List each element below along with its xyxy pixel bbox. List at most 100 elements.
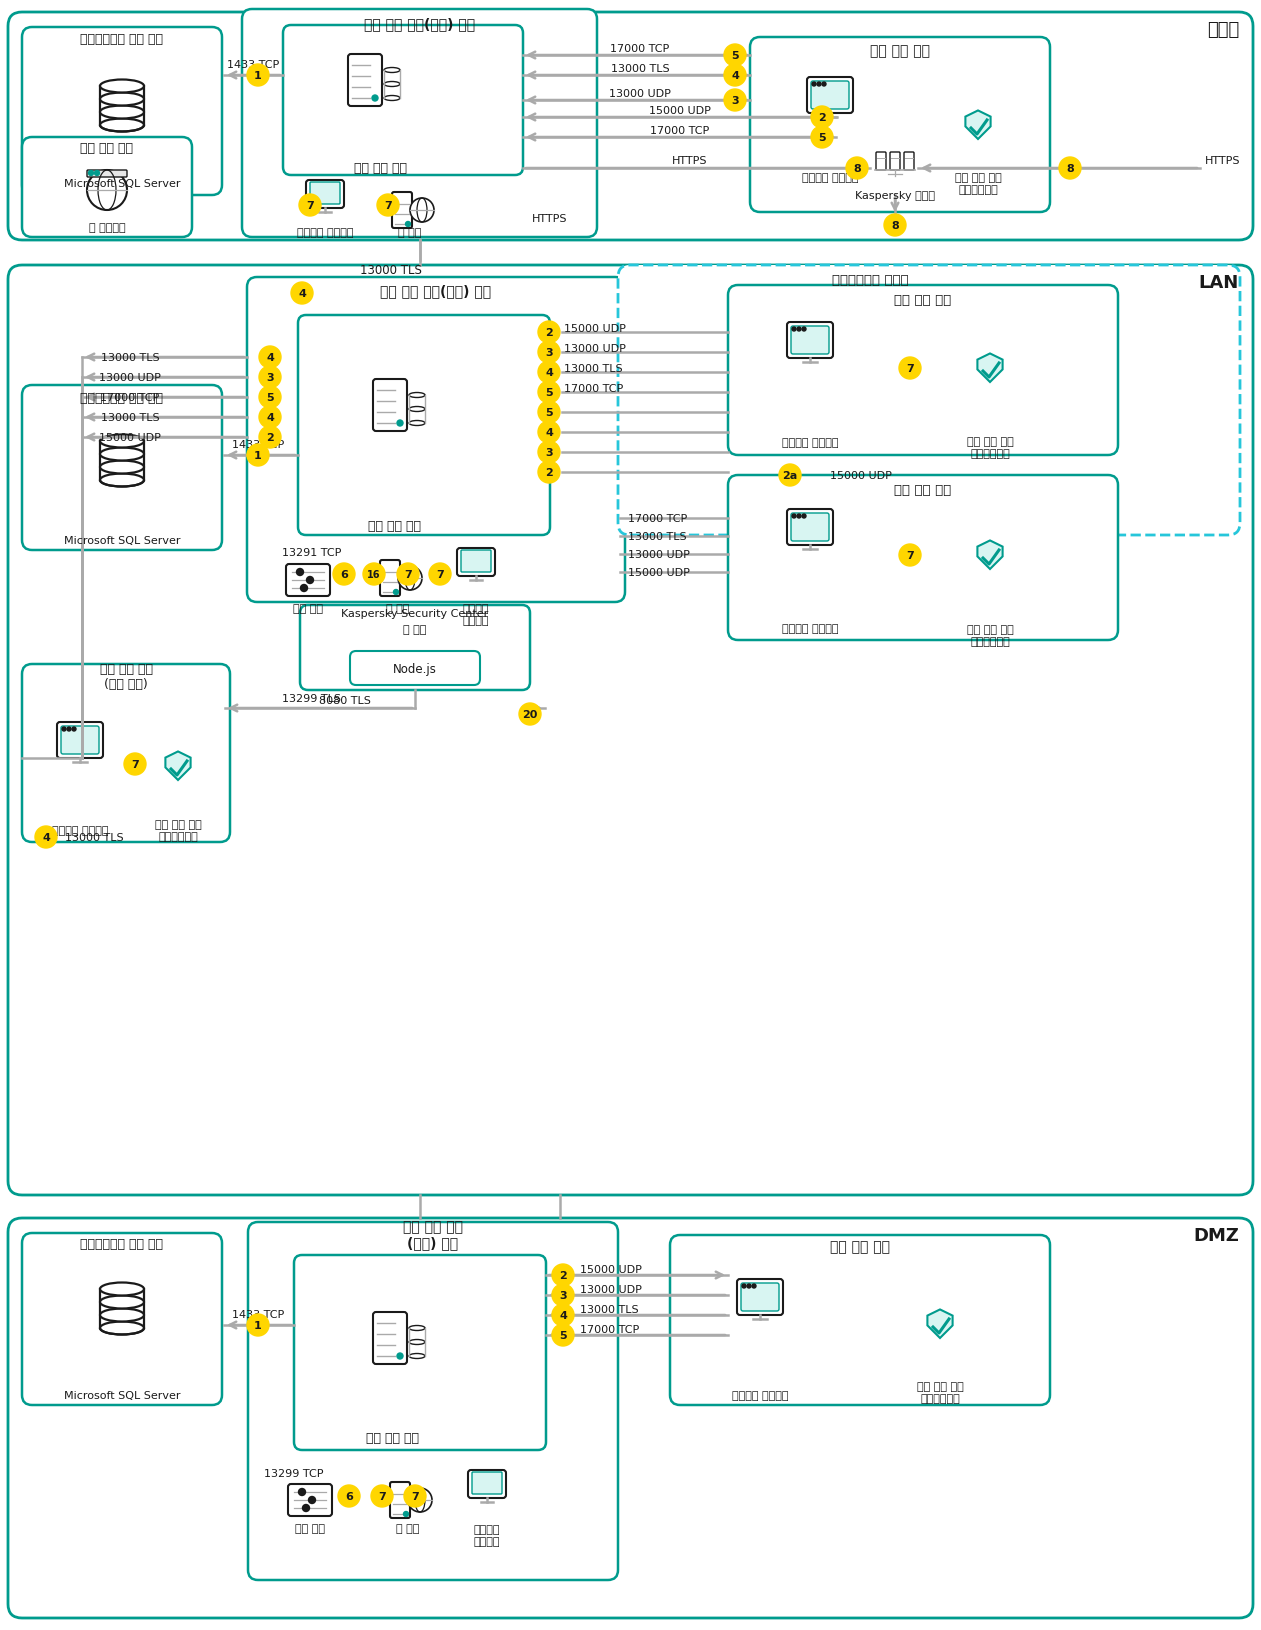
Text: 4: 4 (298, 289, 306, 298)
Circle shape (538, 401, 560, 424)
Text: 5: 5 (266, 393, 274, 403)
Text: 13299 TLS: 13299 TLS (282, 694, 340, 704)
FancyBboxPatch shape (288, 1483, 332, 1516)
Circle shape (397, 564, 419, 585)
Text: 관리 중인 기기: 관리 중인 기기 (830, 1239, 890, 1253)
Text: 15000 UDP: 15000 UDP (830, 471, 892, 481)
Text: 중앙 관리 서버: 중앙 관리 서버 (366, 1431, 419, 1444)
Circle shape (802, 515, 806, 518)
Text: 13000 UDP: 13000 UDP (609, 90, 671, 99)
Text: 17000 TCP: 17000 TCP (101, 393, 160, 403)
Circle shape (812, 83, 816, 86)
Text: 13000 TLS: 13000 TLS (580, 1304, 638, 1314)
FancyBboxPatch shape (741, 1283, 779, 1311)
Circle shape (538, 321, 560, 344)
FancyBboxPatch shape (728, 285, 1119, 456)
Circle shape (410, 199, 434, 223)
Text: 3: 3 (559, 1291, 566, 1301)
Ellipse shape (100, 119, 144, 132)
Text: 관리 중인 기기: 관리 중인 기기 (894, 484, 952, 497)
Text: 중앙 관리 기기: 중앙 관리 기기 (81, 142, 134, 155)
Text: 5: 5 (545, 408, 552, 417)
FancyBboxPatch shape (670, 1236, 1050, 1405)
Text: 15000 UDP: 15000 UDP (649, 106, 711, 116)
Text: 2: 2 (545, 328, 552, 337)
Text: 8: 8 (854, 165, 861, 174)
FancyBboxPatch shape (472, 1472, 502, 1495)
Text: 관리 콘솔: 관리 콘솔 (295, 1522, 325, 1534)
Circle shape (538, 461, 560, 484)
Ellipse shape (385, 83, 400, 88)
Text: 15000 UDP: 15000 UDP (628, 567, 690, 577)
Text: 17000 TCP: 17000 TCP (628, 513, 687, 523)
Circle shape (538, 342, 560, 363)
Circle shape (296, 569, 304, 575)
FancyBboxPatch shape (373, 380, 407, 432)
Text: 13000 TLS: 13000 TLS (628, 531, 687, 541)
Text: 7: 7 (404, 569, 412, 580)
Text: 네트워크 에이전트: 네트워크 에이전트 (782, 438, 839, 448)
Circle shape (259, 386, 281, 409)
Circle shape (247, 65, 269, 86)
Text: 관리 중인 보안
애플리케이션: 관리 중인 보안 애플리케이션 (155, 820, 202, 841)
Text: 데이터베이스 포함 기기: 데이터베이스 포함 기기 (81, 393, 164, 406)
Text: 8080 TLS: 8080 TLS (319, 696, 371, 706)
FancyBboxPatch shape (348, 55, 382, 108)
Circle shape (797, 328, 801, 333)
Ellipse shape (409, 421, 425, 425)
Circle shape (259, 427, 281, 448)
Circle shape (724, 65, 747, 86)
Circle shape (538, 362, 560, 383)
Circle shape (300, 585, 308, 592)
Circle shape (398, 567, 422, 590)
FancyBboxPatch shape (294, 1255, 546, 1451)
Text: 4: 4 (266, 412, 274, 422)
FancyBboxPatch shape (811, 82, 849, 109)
FancyBboxPatch shape (787, 510, 834, 546)
Circle shape (397, 421, 404, 427)
Circle shape (247, 445, 269, 466)
Text: 2: 2 (545, 468, 552, 478)
Text: 웹 콘솔: 웹 콘솔 (404, 624, 426, 634)
Circle shape (538, 422, 560, 443)
Text: 관리 중인 기기: 관리 중인 기기 (870, 44, 931, 59)
Circle shape (752, 1284, 757, 1288)
Text: 7: 7 (306, 200, 314, 210)
Text: 13000 UDP: 13000 UDP (100, 373, 161, 383)
Text: 네트워크 에이전트: 네트워크 에이전트 (52, 825, 108, 836)
Text: 13000 UDP: 13000 UDP (580, 1284, 642, 1294)
Circle shape (338, 1485, 359, 1508)
Text: 6: 6 (340, 569, 348, 580)
FancyBboxPatch shape (791, 513, 828, 541)
Circle shape (884, 215, 905, 236)
Circle shape (552, 1324, 574, 1346)
FancyBboxPatch shape (392, 192, 412, 228)
Text: 13000 TLS: 13000 TLS (101, 352, 159, 363)
FancyBboxPatch shape (61, 727, 100, 755)
Circle shape (899, 544, 921, 567)
Text: 7: 7 (907, 551, 914, 561)
Text: 17000 TCP: 17000 TCP (610, 44, 670, 54)
FancyBboxPatch shape (618, 266, 1240, 536)
FancyBboxPatch shape (306, 181, 344, 209)
Circle shape (792, 328, 796, 333)
Text: 2: 2 (818, 112, 826, 122)
FancyBboxPatch shape (787, 323, 834, 359)
Circle shape (538, 381, 560, 404)
Text: 13299 TCP: 13299 TCP (264, 1469, 324, 1478)
Text: 네트워크 에이전트: 네트워크 에이전트 (802, 173, 859, 183)
FancyBboxPatch shape (282, 26, 523, 176)
Text: 17000 TCP: 17000 TCP (564, 383, 623, 394)
Text: 6: 6 (346, 1491, 353, 1501)
Circle shape (552, 1304, 574, 1327)
Ellipse shape (100, 1309, 144, 1322)
Text: 1433 TCP: 1433 TCP (232, 1309, 284, 1319)
FancyBboxPatch shape (351, 652, 480, 686)
Circle shape (363, 564, 385, 585)
Text: 5: 5 (545, 388, 552, 398)
Ellipse shape (100, 461, 144, 474)
Text: Node.js: Node.js (393, 662, 438, 675)
Text: 7: 7 (436, 569, 444, 580)
FancyBboxPatch shape (373, 1312, 407, 1364)
Ellipse shape (100, 1283, 144, 1296)
